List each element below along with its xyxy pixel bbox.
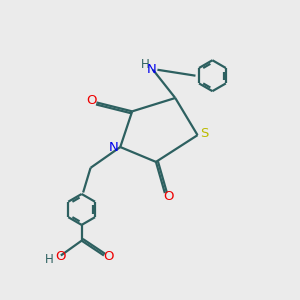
- Text: O: O: [55, 250, 65, 263]
- Text: O: O: [103, 250, 114, 263]
- Text: H: H: [141, 58, 150, 71]
- Text: H: H: [45, 254, 54, 266]
- Text: N: N: [109, 140, 118, 154]
- Text: S: S: [200, 127, 208, 140]
- Text: O: O: [163, 190, 174, 202]
- Text: N: N: [147, 63, 156, 76]
- Text: O: O: [86, 94, 96, 107]
